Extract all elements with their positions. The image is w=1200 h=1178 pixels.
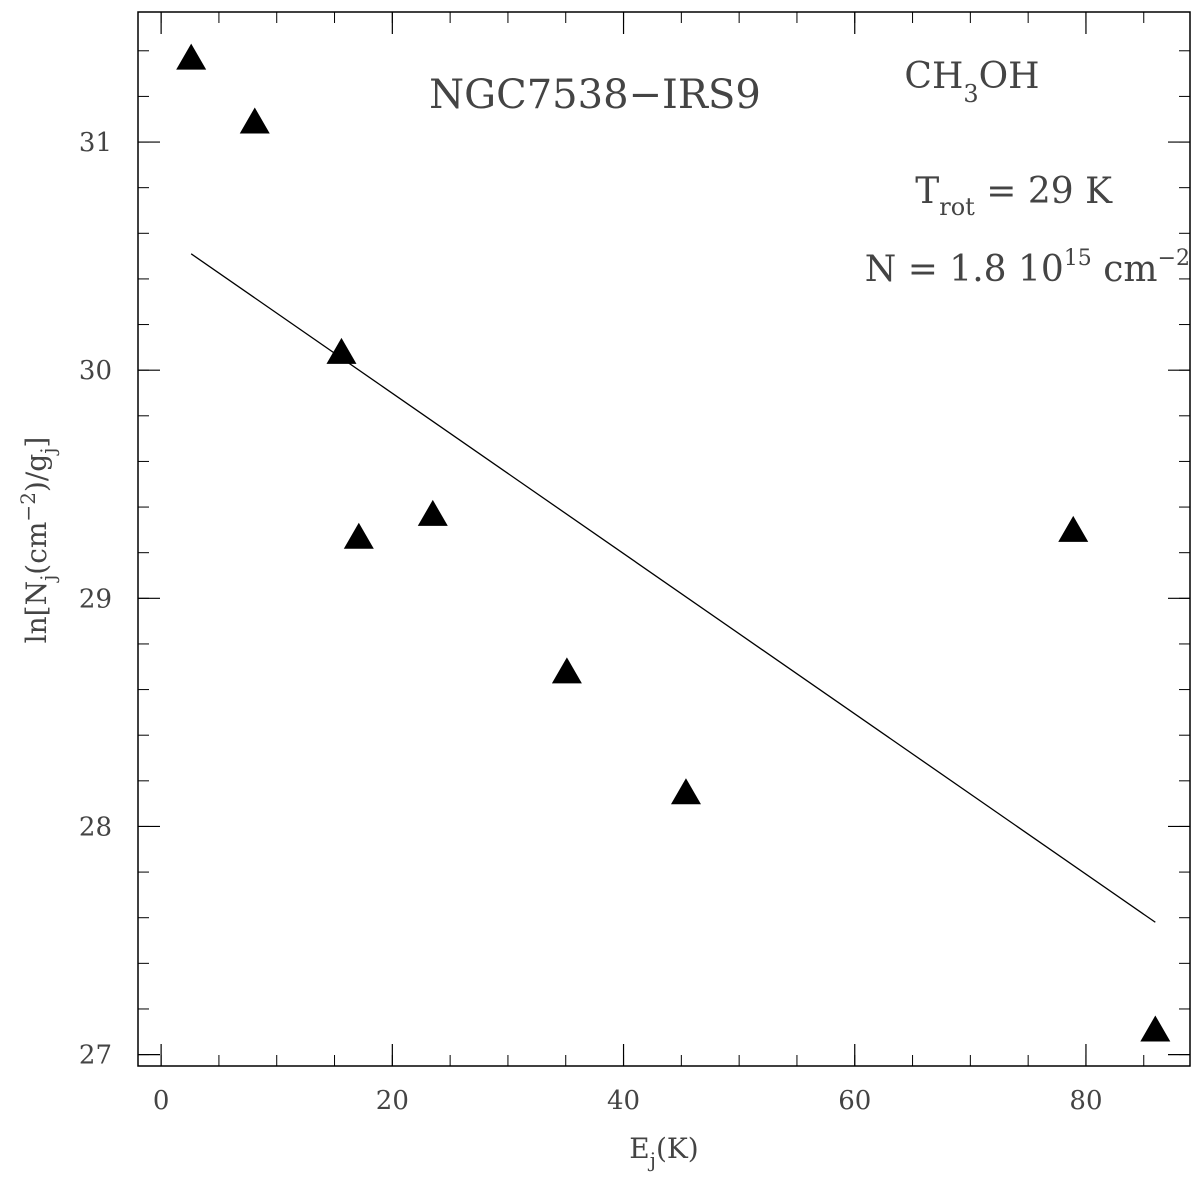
data-point-triangle [670, 778, 701, 805]
data-point-triangle [1140, 1015, 1171, 1042]
plot-frame [137, 11, 1191, 1067]
data-point-triangle [326, 337, 357, 364]
column-density-label: N = 1.8 1015 cm−2 [865, 246, 1190, 290]
x-tick-label: 80 [1069, 1086, 1102, 1116]
y-tick-label: 28 [79, 812, 112, 842]
y-tick-label: 27 [79, 1041, 112, 1071]
data-point-triangle [1058, 515, 1089, 542]
data-point-triangle [239, 107, 270, 134]
x-tick-label: 20 [376, 1086, 409, 1116]
axis-tick-labels: 0 20 40 60 80 27 28 29 30 31 [79, 128, 1103, 1116]
fit-line [190, 253, 1156, 923]
x-axis-title: Ej(K) [629, 1132, 698, 1172]
data-point-triangle [551, 657, 582, 684]
y-tick-label: 29 [79, 584, 112, 614]
y-tick-label: 30 [79, 356, 112, 386]
y-axis-title: ln[Nj(cm−2)/gj] [16, 437, 60, 644]
y-tick-label: 31 [79, 128, 112, 158]
data-point-triangle [417, 499, 448, 526]
axis-ticks [138, 12, 1190, 1066]
data-points [176, 43, 1171, 1042]
x-tick-label: 60 [838, 1086, 871, 1116]
x-tick-label: 0 [153, 1086, 170, 1116]
data-point-triangle [343, 522, 374, 549]
chart-title: NGC7538−IRS9 [429, 72, 761, 118]
trot-label: Trot = 29 K [915, 171, 1113, 221]
x-tick-label: 40 [607, 1086, 640, 1116]
molecule-label: CH3OH [904, 56, 1039, 108]
data-point-triangle [176, 43, 207, 70]
